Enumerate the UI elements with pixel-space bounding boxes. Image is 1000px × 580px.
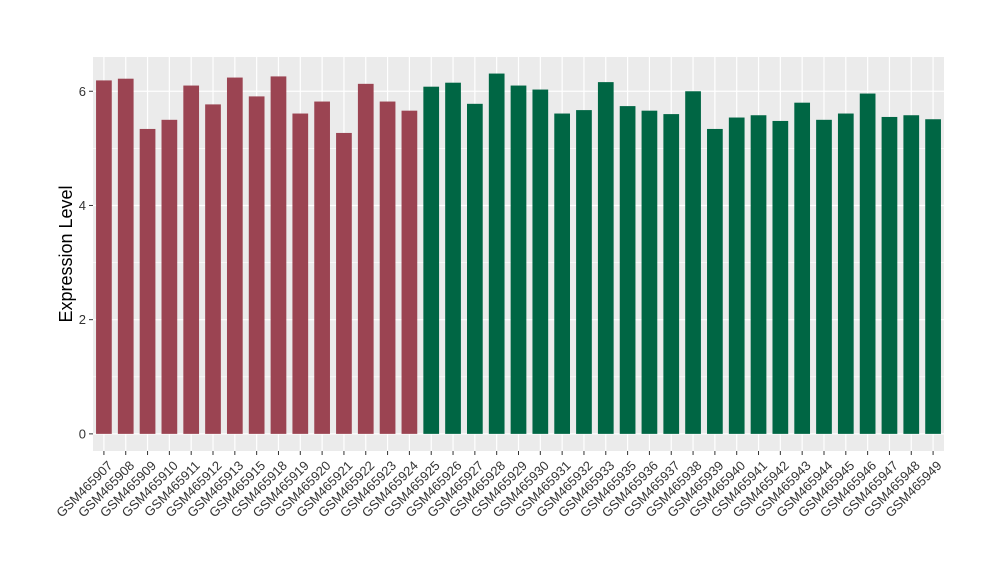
bar-GSM465941 <box>750 115 767 434</box>
bar-GSM465907 <box>96 80 112 434</box>
bar-GSM465948 <box>903 115 920 434</box>
bar-GSM465908 <box>117 78 134 434</box>
bar-GSM465945 <box>837 113 854 434</box>
bar-GSM465936 <box>641 110 658 434</box>
bar-GSM465927 <box>467 103 483 434</box>
bar-GSM465929 <box>510 85 527 434</box>
bar-GSM465949 <box>925 119 941 434</box>
bar-GSM465947 <box>881 116 898 434</box>
bar-GSM465940 <box>728 117 745 434</box>
bar-GSM465925 <box>423 86 440 434</box>
bar-GSM465928 <box>488 73 505 434</box>
bar-GSM465921 <box>336 132 352 434</box>
bar-GSM465944 <box>816 119 832 434</box>
y-axis-title: Expression Level <box>56 185 76 322</box>
bar-GSM465913 <box>226 77 243 434</box>
bar-GSM465930 <box>532 89 549 434</box>
bars <box>96 73 941 434</box>
bar-GSM465935 <box>619 106 636 434</box>
bar-GSM465915 <box>248 96 265 434</box>
bar-GSM465943 <box>794 102 811 434</box>
bar-GSM465919 <box>292 113 309 434</box>
bar-GSM465922 <box>357 83 374 434</box>
y-axis: 0 2 4 6 <box>79 84 93 441</box>
bar-GSM465910 <box>161 119 178 434</box>
bar-GSM465939 <box>707 128 723 434</box>
bar-GSM465909 <box>139 128 156 434</box>
bar-GSM465912 <box>205 104 221 434</box>
bar-GSM465918 <box>270 76 287 434</box>
bar-GSM465931 <box>554 113 570 434</box>
bar-GSM465920 <box>314 101 330 434</box>
bar-GSM465942 <box>772 120 789 434</box>
y-tick-label: 2 <box>79 312 86 327</box>
bar-GSM465911 <box>183 85 200 434</box>
bar-GSM465924 <box>401 110 418 434</box>
bar-GSM465926 <box>445 82 461 434</box>
bar-GSM465946 <box>859 93 876 434</box>
x-axis: GSM465907GSM465908GSM465909GSM465910GSM4… <box>53 451 945 520</box>
bar-GSM465923 <box>379 101 396 434</box>
y-tick-label: 0 <box>79 426 86 441</box>
bar-GSM465933 <box>597 82 614 434</box>
bar-GSM465937 <box>663 114 680 434</box>
bar-GSM465938 <box>685 91 701 434</box>
y-tick-label: 6 <box>79 84 86 99</box>
bar-GSM465932 <box>576 110 592 434</box>
y-tick-label: 4 <box>79 198 86 213</box>
